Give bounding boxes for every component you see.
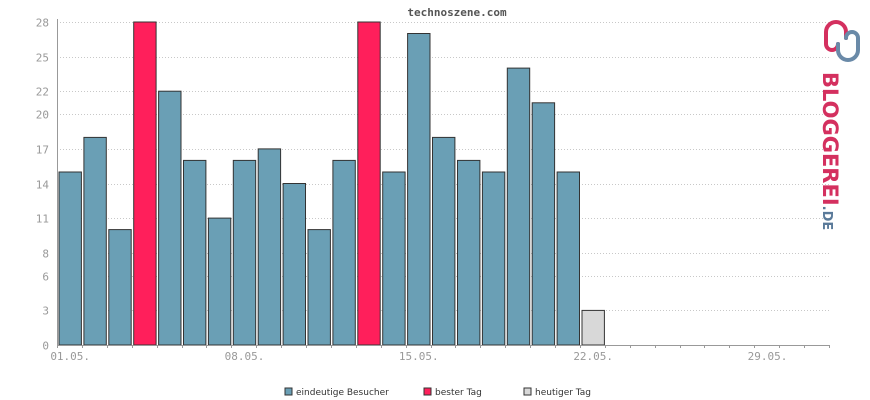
bar-visitors <box>307 229 331 346</box>
bar-visitors <box>207 217 232 346</box>
x-tick-label: 29.05. <box>748 350 788 363</box>
x-axis-labels: 01.05. 08.05. 15.05. 22.05. 29.05. <box>50 350 787 363</box>
y-tick-label: 22 <box>36 86 49 99</box>
x-tick-label: 01.05. <box>50 350 90 363</box>
bar-visitors <box>432 136 456 346</box>
logo-text-main: BLOGGEREI <box>818 72 842 206</box>
bar-visitors <box>457 159 481 346</box>
bar-visitors <box>232 159 257 346</box>
y-tick-label: 6 <box>42 271 49 284</box>
y-tick-label: 17 <box>36 144 49 157</box>
bar-visitors <box>407 33 431 346</box>
bar-visitors <box>282 183 307 346</box>
legend: eindeutige Besucher bester Tag heutiger Ta… <box>284 387 591 398</box>
x-tick-label: 15.05. <box>399 350 439 363</box>
y-tick-label: 0 <box>42 340 49 353</box>
bar-visitors <box>58 171 82 346</box>
y-tick-label: 11 <box>36 213 49 226</box>
y-axis-labels: 0 3 6 8 11 14 17 20 22 25 28 <box>36 17 50 353</box>
bar-visitors <box>158 90 182 346</box>
y-tick-label: 8 <box>42 248 49 261</box>
bar-best <box>357 21 381 346</box>
legend-label: eindeutige Besucher <box>296 388 389 398</box>
bar-visitors <box>257 148 282 346</box>
legend-item-best: bester Tag <box>423 387 482 398</box>
svg-text:BLOGGEREI.DE: BLOGGEREI.DE <box>818 72 842 230</box>
bar-visitors <box>108 229 132 346</box>
legend-item-today: heutiger Tag <box>523 387 591 398</box>
y-tick-label: 28 <box>36 17 49 30</box>
bar-best <box>133 21 157 346</box>
x-tick-label: 22.05. <box>573 350 613 363</box>
legend-swatch <box>423 387 432 396</box>
y-tick-label: 25 <box>36 52 49 65</box>
legend-swatch <box>284 387 293 396</box>
bar-visitors <box>531 102 556 346</box>
legend-item-visitors: eindeutige Besucher <box>284 387 389 398</box>
bloggerei-logo: BLOGGEREI.DE <box>818 20 860 230</box>
bar-visitors <box>556 171 580 346</box>
bar-visitors <box>183 159 207 346</box>
y-tick-label: 20 <box>36 109 49 122</box>
bar-visitors <box>382 171 406 346</box>
x-tick-label: 08.05. <box>225 350 265 363</box>
legend-label: heutiger Tag <box>535 388 591 398</box>
bar-visitors <box>332 159 356 346</box>
logo-text-suffix: .DE <box>819 206 834 231</box>
chart-title: technoszene.com <box>407 6 507 19</box>
bar-visitors <box>83 136 107 346</box>
logo-icon <box>824 20 860 62</box>
bar-today <box>581 309 605 346</box>
legend-swatch <box>523 387 532 396</box>
bars <box>58 21 605 346</box>
y-tick-label: 3 <box>42 305 49 318</box>
bar-visitors <box>506 67 531 346</box>
bar-visitors <box>481 171 506 346</box>
legend-label: bester Tag <box>435 388 482 398</box>
axes <box>57 19 830 348</box>
y-tick-label: 14 <box>36 179 50 192</box>
